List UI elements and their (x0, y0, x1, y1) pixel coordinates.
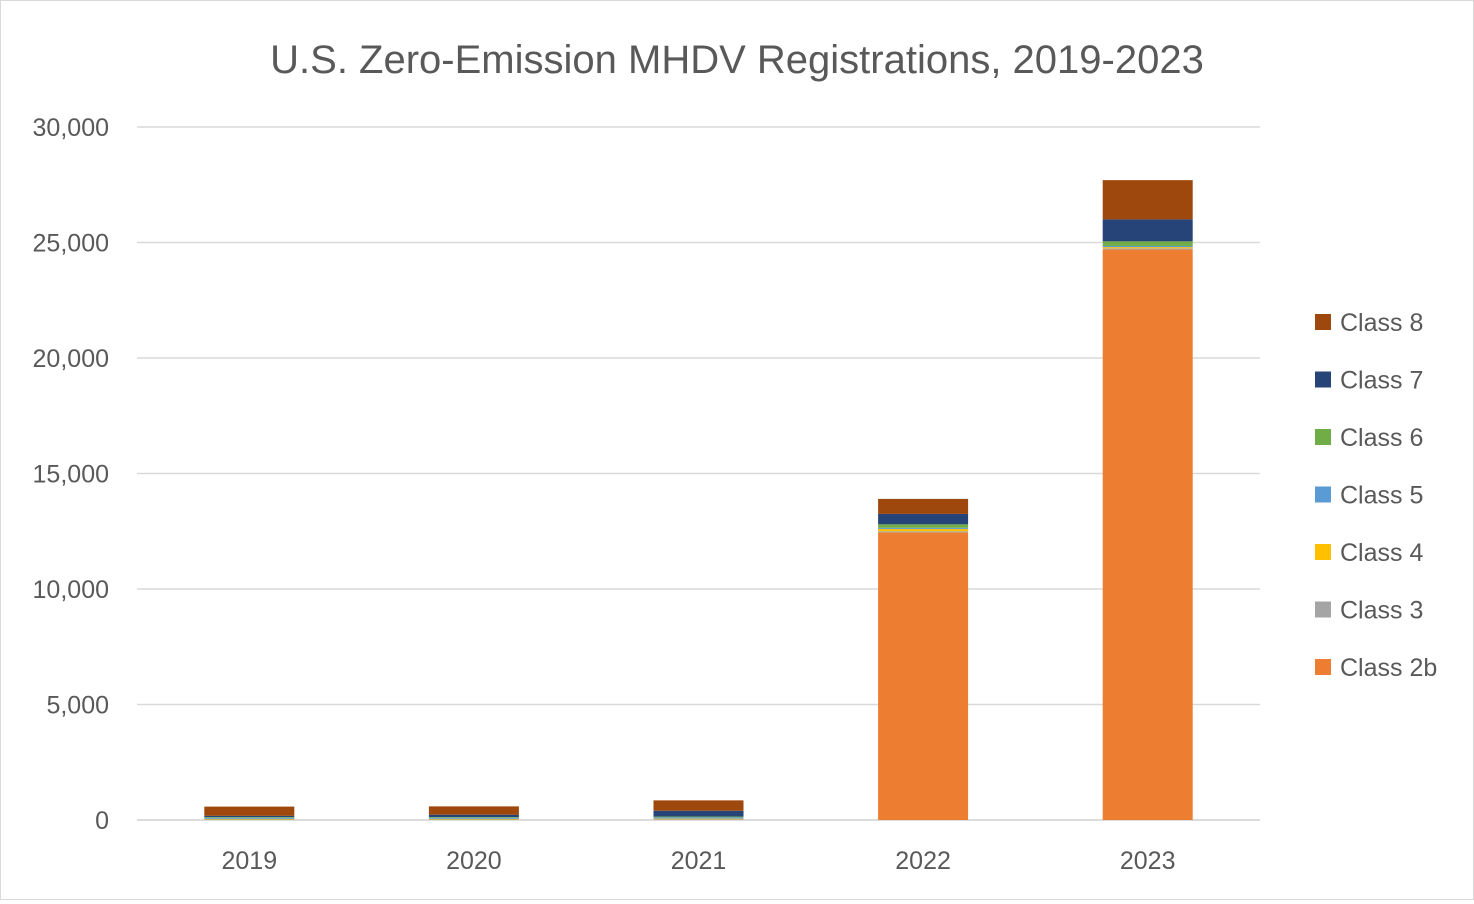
bar-segment-class-8 (1103, 180, 1193, 219)
bar-segment-class-4 (878, 529, 968, 531)
bar-segment-class-5 (1103, 246, 1193, 247)
x-axis: 2019 2020 2021 2022 2023 (221, 847, 1175, 875)
bar-segment-class-8 (429, 806, 519, 814)
legend-label: Class 3 (1340, 597, 1423, 625)
legend-swatch (1315, 602, 1331, 618)
bar-segment-class-8 (878, 499, 968, 514)
y-tick-label: 15,000 (33, 461, 109, 489)
bar-segment-class-6 (878, 524, 968, 527)
bar-segment-class-3 (654, 819, 744, 820)
bar-segment-class-5 (429, 818, 519, 819)
legend-swatch (1315, 429, 1331, 445)
x-tick-label: 2020 (446, 847, 502, 875)
gridlines (137, 127, 1260, 820)
bar-segment-class-7 (1103, 219, 1193, 241)
bars (204, 180, 1192, 820)
bar-segment-class-7 (204, 816, 294, 817)
legend-label: Class 2b (1340, 654, 1437, 682)
bar-segment-class-7 (429, 815, 519, 817)
bar-segment-class-4 (1103, 247, 1193, 248)
bar-segment-class-2b (1103, 249, 1193, 820)
y-tick-label: 30,000 (33, 114, 109, 142)
legend-label: Class 5 (1340, 482, 1423, 510)
y-tick-label: 25,000 (33, 230, 109, 258)
bar-segment-class-8 (654, 800, 744, 810)
legend-swatch (1315, 314, 1331, 330)
x-tick-label: 2022 (895, 847, 951, 875)
bar-segment-class-7 (878, 514, 968, 524)
bar-segment-class-8 (204, 807, 294, 816)
y-axis: 0 5,000 10,000 15,000 20,000 25,000 30,000 (33, 114, 109, 835)
bar-segment-class-3 (1103, 248, 1193, 249)
bar-segment-class-6 (429, 817, 519, 818)
legend-swatch (1315, 372, 1331, 388)
bar-segment-class-5 (204, 818, 294, 819)
legend-label: Class 4 (1340, 539, 1423, 567)
legend-swatch (1315, 487, 1331, 503)
bar-segment-class-4 (429, 819, 519, 820)
chart-title: U.S. Zero-Emission MHDV Registrations, 2… (270, 38, 1204, 82)
bar-segment-class-4 (204, 819, 294, 820)
bar-segment-class-6 (204, 817, 294, 818)
legend-label: Class 7 (1340, 367, 1423, 395)
x-tick-label: 2019 (221, 847, 277, 875)
y-tick-label: 20,000 (33, 345, 109, 373)
y-tick-label: 10,000 (33, 576, 109, 604)
bar-segment-class-2b (878, 532, 968, 820)
y-tick-label: 0 (95, 807, 109, 835)
bar-segment-class-5 (878, 528, 968, 529)
bar-segment-class-3 (878, 531, 968, 532)
y-tick-label: 5,000 (46, 692, 109, 720)
legend: Class 8 Class 7 Class 6 Class 5 Class 4 Class… (1315, 309, 1437, 682)
bar-segment-class-6 (654, 817, 744, 818)
bar-segment-class-5 (654, 817, 744, 818)
bar-segment-class-4 (654, 819, 744, 820)
legend-swatch (1315, 544, 1331, 560)
x-tick-label: 2023 (1120, 847, 1176, 875)
legend-label: Class 8 (1340, 309, 1423, 337)
bar-segment-class-7 (654, 811, 744, 817)
legend-label: Class 6 (1340, 424, 1423, 452)
legend-swatch (1315, 659, 1331, 675)
x-tick-label: 2021 (671, 847, 727, 875)
bar-segment-class-6 (1103, 241, 1193, 246)
